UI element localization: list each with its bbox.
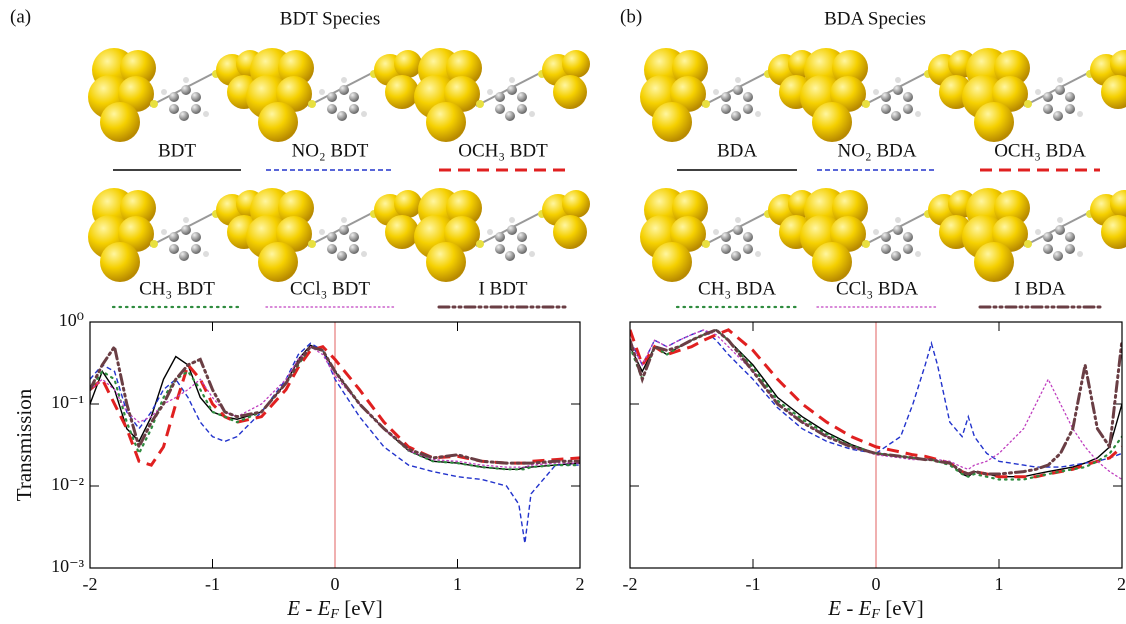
- legend-label: CH₃ BDT: [139, 278, 215, 299]
- y-tick-label: 10⁻³: [51, 556, 85, 576]
- plot-frame: [89, 321, 581, 569]
- legend-label: BDA: [717, 140, 757, 161]
- x-axis-label: E - EF [eV]: [286, 596, 382, 622]
- series-line: [630, 328, 1122, 476]
- x-tick-label: 1: [995, 574, 1004, 594]
- chart-title: BDT Species: [280, 8, 380, 29]
- x-axis-label-part: [eV]: [880, 596, 924, 620]
- panel-label: (a): [10, 6, 31, 27]
- x-tick-label: -2: [83, 574, 98, 594]
- legend-label: I BDA: [1014, 278, 1065, 299]
- series-line: [90, 345, 580, 468]
- x-tick-label: -2: [623, 574, 638, 594]
- y-axis-label: Transmission: [12, 388, 36, 501]
- series-line: [90, 342, 580, 465]
- x-axis-label: E - EF [eV]: [827, 596, 923, 622]
- y-tick-label: 10⁻²: [51, 474, 84, 494]
- x-tick-label: -1: [746, 574, 761, 594]
- legend-label: OCH₃ BDA: [994, 140, 1086, 161]
- legend-label: CCl₃ BDT: [290, 278, 370, 299]
- x-axis-label-part: E - E: [827, 596, 871, 620]
- x-axis-label-part: E - E: [286, 596, 330, 620]
- legend-label: CH₃ BDA: [698, 278, 776, 299]
- x-axis-label-part: F: [329, 607, 339, 622]
- y-tick-label: 10⁻¹: [51, 392, 84, 412]
- legend-label: NO₂ BDT: [292, 140, 369, 161]
- chart-title: BDA Species: [824, 8, 926, 29]
- plot-lines: [90, 342, 580, 544]
- y-tick-label: 10⁰: [59, 310, 84, 330]
- x-tick-label: 0: [872, 574, 881, 594]
- x-tick-label: 0: [331, 574, 340, 594]
- x-tick-label: -1: [205, 574, 220, 594]
- series-line: [90, 342, 580, 544]
- panel-label: (b): [620, 6, 642, 27]
- legend-label: I BDT: [478, 278, 527, 299]
- plot-frame: [629, 321, 1123, 569]
- x-tick-label: 2: [1117, 574, 1126, 594]
- legend-label: BDT: [158, 140, 196, 161]
- x-tick-label: 1: [453, 574, 462, 594]
- plot-lines: [630, 328, 1122, 481]
- x-axis-label-part: [eV]: [339, 596, 383, 620]
- legend-label: OCH₃ BDT: [458, 140, 548, 161]
- x-axis-label-part: F: [870, 607, 880, 622]
- x-tick-label: 2: [576, 574, 585, 594]
- legend-label: CCl₃ BDA: [836, 278, 918, 299]
- molecule-images: [87, 47, 1126, 283]
- legend-label: NO₂ BDA: [838, 140, 917, 161]
- series-line: [630, 329, 1122, 481]
